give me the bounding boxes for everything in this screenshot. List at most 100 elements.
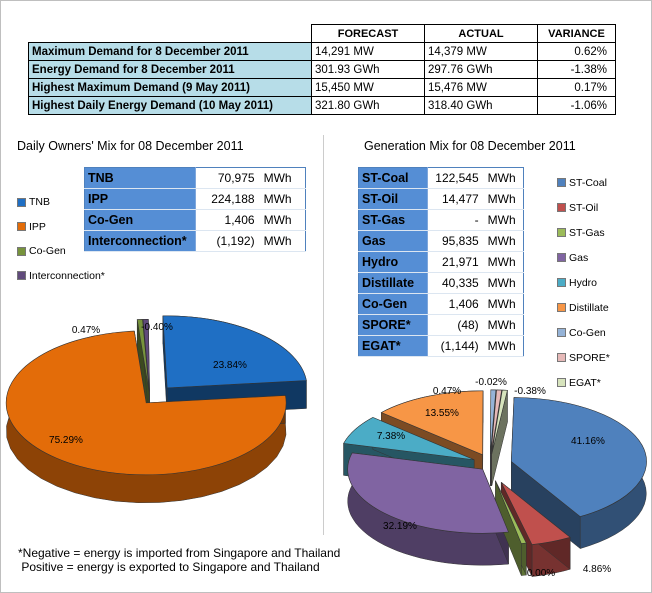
generation-mix-table: ST-Coal 122,545 MWh ST-Oil 14,477 MWh ST-Gas… (358, 167, 524, 357)
legend-entry: Co-Gen (17, 239, 105, 264)
pie-data-label: 0.00% (527, 568, 555, 579)
generation-mix-title: Generation Mix for 08 December 2011 (364, 139, 576, 153)
legend-entry: ST-Oil (557, 195, 610, 220)
demand-summary-table: FORECAST ACTUAL VARIANCE Maximum Demand … (28, 24, 616, 115)
pie-data-label: 0.47% (72, 325, 100, 336)
legend-label: SPORE* (569, 351, 610, 364)
generation-row-value: 122,545 (427, 167, 482, 189)
pie-slice-interconnection (142, 318, 150, 392)
legend-swatch (557, 378, 566, 387)
summary-row-actual: 318.40 GWh (424, 96, 538, 115)
legend-entry: SPORE* (557, 345, 610, 370)
generation-row: Co-Gen 1,406 MWh (358, 293, 524, 315)
legend-entry: Gas (557, 245, 610, 270)
legend-swatch (17, 222, 26, 232)
generation-legend: ST-Coal ST-Oil ST-Gas Gas Hydro Distillate Co-… (557, 170, 610, 395)
generation-row-value: 21,971 (427, 251, 482, 273)
owners-row-unit: MWh (257, 209, 306, 231)
legend-entry: Hydro (557, 270, 610, 295)
generation-row-name: Distillate (358, 272, 428, 294)
legend-swatch (557, 328, 566, 337)
owners-row: IPP 224,188 MWh (84, 188, 306, 210)
legend-label: Co-Gen (569, 326, 606, 339)
pie-slice-st-coal (510, 397, 647, 517)
generation-row-name: ST-Oil (358, 188, 428, 210)
legend-swatch (17, 197, 26, 207)
generation-row-unit: MWh (481, 167, 524, 189)
legend-label: Distillate (569, 301, 609, 314)
legend-label: Co-Gen (29, 245, 66, 258)
generation-row-value: - (427, 209, 482, 231)
pie-data-label: 23.84% (213, 360, 247, 371)
pie-slice-distillate (380, 390, 484, 456)
owners-row-name: Co-Gen (84, 209, 196, 231)
legend-swatch (557, 203, 566, 212)
generation-row-unit: MWh (481, 209, 524, 231)
summary-row-label: Energy Demand for 8 December 2011 (28, 60, 312, 79)
owners-row-value: (1,192) (195, 230, 258, 252)
owners-pie: 23.84% 75.29% 0.47% -0.40% (5, 315, 307, 503)
generation-row-value: 1,406 (427, 293, 482, 315)
generation-row-unit: MWh (481, 293, 524, 315)
summary-header-row: FORECAST ACTUAL VARIANCE (28, 24, 616, 43)
pie-data-label: 4.86% (583, 564, 611, 575)
pie-data-label: 41.16% (571, 436, 605, 447)
summary-row-forecast: 301.93 GWh (311, 60, 425, 79)
legend-label: ST-Gas (569, 226, 605, 239)
summary-row-variance: 0.17% (537, 78, 616, 97)
pie-slice-co-gen (490, 389, 497, 454)
pie-data-label: 0.47% (433, 386, 461, 397)
legend-label: EGAT* (569, 376, 601, 389)
generation-row-value: (1,144) (427, 335, 482, 357)
pie-slice-egat (491, 389, 508, 454)
summary-row: Energy Demand for 8 December 2011 301.93… (28, 60, 616, 79)
section-divider (323, 135, 324, 535)
legend-label: Hydro (569, 276, 598, 289)
legend-entry: IPP (17, 215, 105, 240)
generation-row-value: 14,477 (427, 188, 482, 210)
owners-row: TNB 70,975 MWh (84, 167, 306, 189)
pie-data-label: 7.38% (377, 431, 405, 442)
owners-row-unit: MWh (257, 230, 306, 252)
legend-label: ST-Oil (569, 201, 599, 214)
legend-entry: ST-Gas (557, 220, 610, 245)
legend-entry: TNB (17, 190, 105, 215)
pie-slice-st-gas (495, 480, 527, 544)
pie-slice-gas (347, 452, 509, 534)
summary-row-label: Highest Daily Energy Demand (10 May 2011… (28, 96, 312, 115)
generation-row: ST-Gas - MWh (358, 209, 524, 231)
generation-pie: 41.16% 4.86% 0.00% 32.19% 7.38% 13.55% 0.47% -0… (343, 377, 647, 579)
generation-row: Hydro 21,971 MWh (358, 251, 524, 273)
generation-row-value: (48) (427, 314, 482, 336)
pie-data-label: -0.38% (514, 386, 546, 397)
legend-swatch (557, 353, 566, 362)
generation-row-name: EGAT* (358, 335, 428, 357)
summary-row-label: Maximum Demand for 8 December 2011 (28, 42, 312, 61)
summary-header-forecast: FORECAST (311, 24, 425, 43)
generation-row: SPORE* (48) MWh (358, 314, 524, 336)
legend-label: ST-Coal (569, 176, 607, 189)
generation-row-unit: MWh (481, 251, 524, 273)
generation-row-name: ST-Gas (358, 209, 428, 231)
generation-row: Distillate 40,335 MWh (358, 272, 524, 294)
generation-row-name: SPORE* (358, 314, 428, 336)
summary-row-forecast: 14,291 MW (311, 42, 425, 61)
generation-row-unit: MWh (481, 314, 524, 336)
legend-swatch (17, 271, 26, 281)
generation-row: ST-Coal 122,545 MWh (358, 167, 524, 189)
legend-entry: Interconnection* (17, 264, 105, 289)
summary-header-blank (28, 24, 312, 43)
legend-label: IPP (29, 220, 46, 233)
footnote-line-2: Positive = energy is exported to Singapo… (18, 560, 320, 574)
legend-entry: EGAT* (557, 370, 610, 395)
pie-data-label: 13.55% (425, 408, 459, 419)
legend-entry: ST-Coal (557, 170, 610, 195)
pie-data-label: -0.40% (141, 322, 173, 333)
footnote: *Negative = energy is imported from Sing… (18, 546, 340, 574)
pie-data-label: -0.02% (475, 377, 507, 388)
owners-row-name: Interconnection* (84, 230, 196, 252)
pie-slice-tnb (162, 315, 307, 389)
pie-data-label: 32.19% (383, 521, 417, 532)
generation-row-unit: MWh (481, 335, 524, 357)
